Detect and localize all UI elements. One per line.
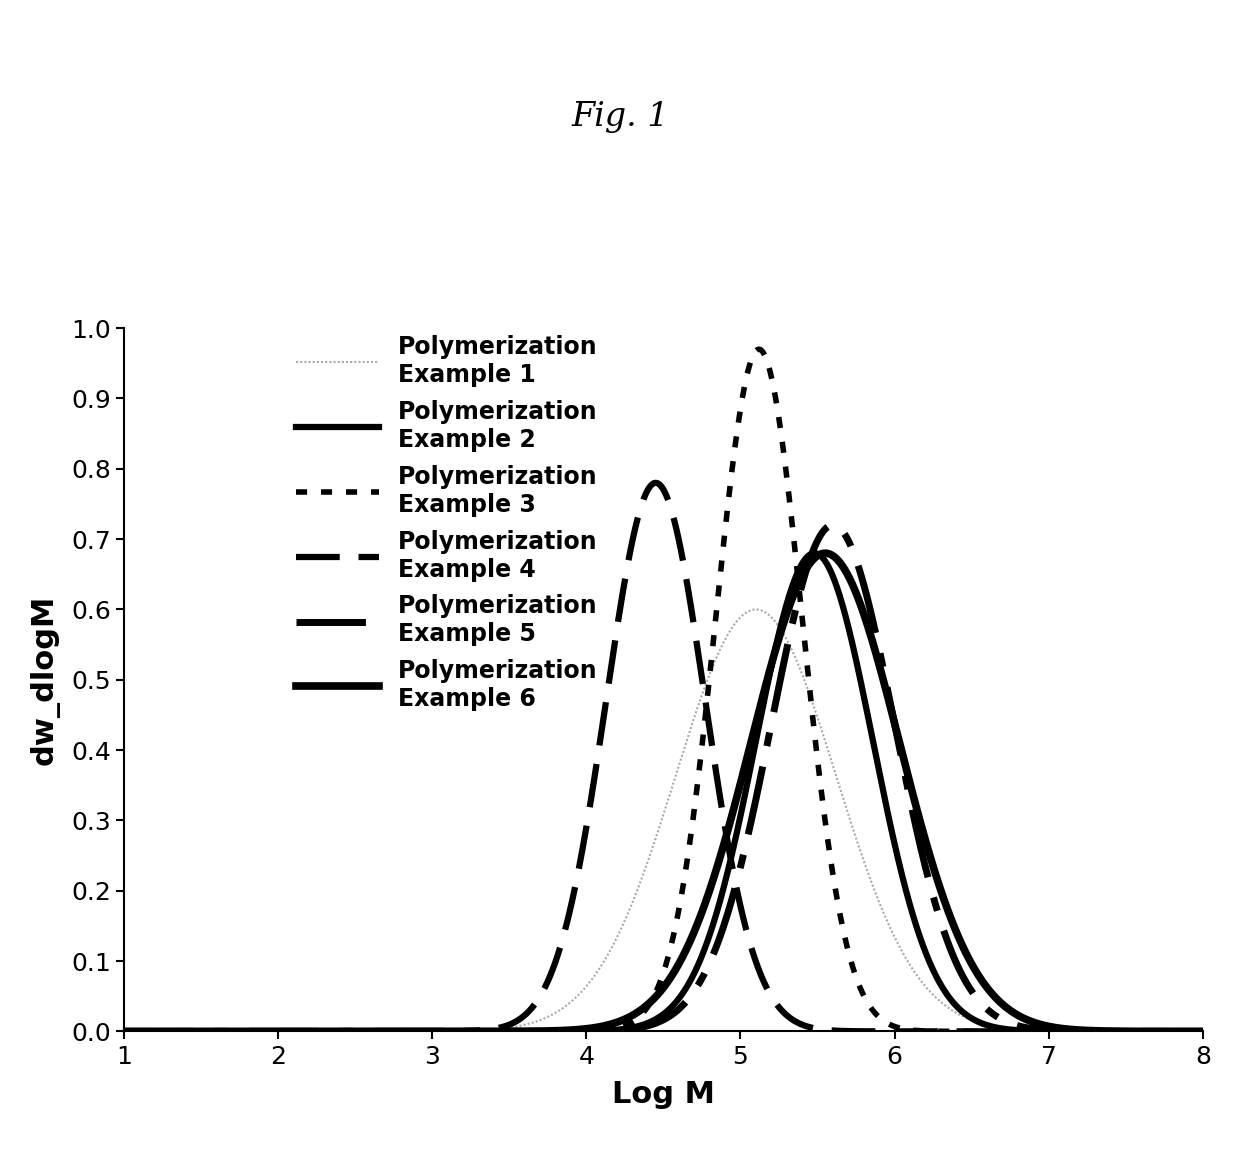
Text: Fig. 1: Fig. 1 xyxy=(572,101,668,134)
Legend: Polymerization
Example 1, Polymerization
Example 2, Polymerization
Example 3, Po: Polymerization Example 1, Polymerization… xyxy=(286,326,606,721)
X-axis label: Log M: Log M xyxy=(611,1079,715,1109)
Y-axis label: dw_dlogM: dw_dlogM xyxy=(30,594,60,765)
